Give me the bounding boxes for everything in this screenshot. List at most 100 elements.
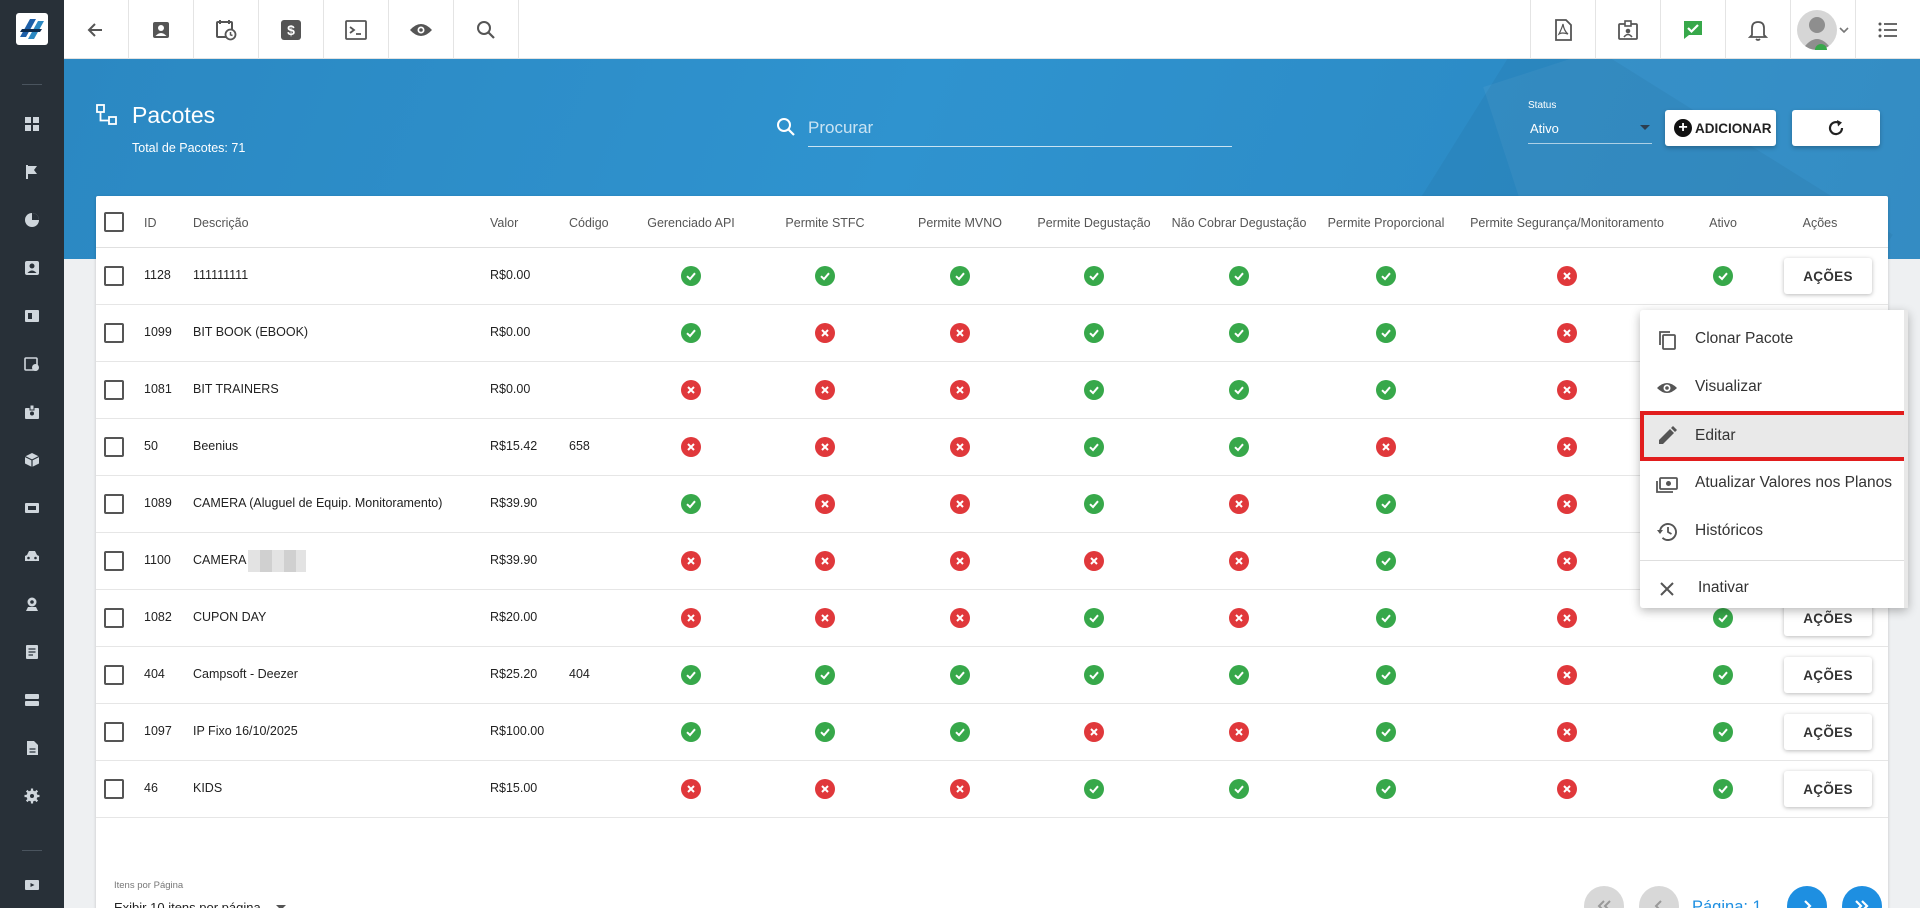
- back-button[interactable]: [64, 0, 129, 59]
- cell-id: 46: [144, 781, 158, 795]
- billing-icon[interactable]: [22, 498, 42, 518]
- user-location-icon[interactable]: [22, 594, 42, 614]
- status-select[interactable]: Ativo: [1528, 114, 1652, 144]
- table-row[interactable]: 46 KIDS R$15.00 AÇÕES: [96, 761, 1888, 818]
- add-button-label: ADICIONAR: [1695, 120, 1772, 136]
- cell-descricao: Beenius: [193, 439, 239, 453]
- actions-button[interactable]: AÇÕES: [1784, 714, 1872, 750]
- video-icon[interactable]: [22, 875, 42, 895]
- file-icon[interactable]: [22, 738, 42, 758]
- view-button[interactable]: [389, 0, 454, 59]
- menu-item-inativar[interactable]: Inativar: [1640, 564, 1908, 612]
- actions-button[interactable]: AÇÕES: [1784, 657, 1872, 693]
- dashboard-icon[interactable]: [22, 114, 42, 134]
- row-checkbox[interactable]: [104, 551, 124, 571]
- row-checkbox[interactable]: [104, 665, 124, 685]
- x-circle-icon: [1557, 722, 1577, 742]
- app-logo[interactable]: [16, 13, 48, 45]
- col-header-permite-seguranca[interactable]: Permite Segurança/Monitoramento: [1470, 216, 1664, 230]
- contacts-button[interactable]: [129, 0, 194, 59]
- menu-item-atualizar-valores[interactable]: Atualizar Valores nos Planos: [1640, 459, 1908, 507]
- user-menu-button[interactable]: [1790, 0, 1855, 59]
- cell-valor: R$0.00: [490, 382, 531, 396]
- id-badge-icon[interactable]: [22, 402, 42, 422]
- pdf-button[interactable]: [1530, 0, 1595, 59]
- col-header-descricao[interactable]: Descrição: [193, 216, 249, 230]
- row-checkbox[interactable]: [104, 266, 124, 286]
- col-header-valor[interactable]: Valor: [490, 216, 519, 230]
- row-checkbox[interactable]: [104, 323, 124, 343]
- row-checkbox[interactable]: [104, 380, 124, 400]
- notifications-button[interactable]: [1725, 0, 1790, 59]
- check-circle-icon: [1713, 665, 1733, 685]
- row-checkbox[interactable]: [104, 779, 124, 799]
- table-row[interactable]: 1097 IP Fixo 16/10/2025 R$100.00 AÇÕES: [96, 704, 1888, 761]
- col-header-id[interactable]: ID: [144, 216, 157, 230]
- col-header-nao-cobrar-degustacao[interactable]: Não Cobrar Degustação: [1171, 216, 1307, 230]
- flag-icon[interactable]: [22, 162, 42, 182]
- menu-item-editar[interactable]: Editar: [1640, 411, 1908, 461]
- first-page-button[interactable]: [1584, 886, 1624, 908]
- messages-button[interactable]: [1660, 0, 1725, 59]
- server-icon[interactable]: [22, 690, 42, 710]
- row-checkbox[interactable]: [104, 722, 124, 742]
- package-icon[interactable]: [22, 450, 42, 470]
- document-icon[interactable]: [22, 642, 42, 662]
- last-page-button[interactable]: [1842, 886, 1882, 908]
- contact-card-icon[interactable]: [22, 258, 42, 278]
- table-row[interactable]: 404 Campsoft - Deezer R$25.20 404 AÇÕES: [96, 647, 1888, 704]
- calendar-clock-icon[interactable]: [22, 354, 42, 374]
- check-circle-icon: [815, 665, 835, 685]
- menu-item-visualizar[interactable]: Visualizar: [1640, 363, 1908, 411]
- board-icon[interactable]: [22, 306, 42, 326]
- badge-button[interactable]: [1595, 0, 1660, 59]
- row-checkbox[interactable]: [104, 494, 124, 514]
- schedule-button[interactable]: [194, 0, 259, 59]
- next-page-button[interactable]: [1787, 886, 1827, 908]
- row-checkbox[interactable]: [104, 608, 124, 628]
- table-row[interactable]: 1128 111111111 R$0.00 AÇÕES: [96, 248, 1888, 305]
- terminal-button[interactable]: [324, 0, 389, 59]
- actions-button[interactable]: AÇÕES: [1784, 771, 1872, 807]
- cell-valor: R$39.90: [490, 496, 538, 510]
- pie-chart-icon[interactable]: [22, 210, 42, 230]
- check-circle-icon: [1229, 266, 1249, 286]
- menu-item-clonar-pacote[interactable]: Clonar Pacote: [1640, 315, 1908, 363]
- menu-item-historicos[interactable]: Históricos: [1640, 507, 1908, 555]
- col-header-permite-proporcional[interactable]: Permite Proporcional: [1327, 216, 1445, 230]
- col-header-codigo[interactable]: Código: [569, 216, 609, 230]
- actions-button[interactable]: AÇÕES: [1784, 258, 1872, 294]
- list-menu-button[interactable]: [1855, 0, 1920, 59]
- col-header-permite-degustacao[interactable]: Permite Degustação: [1037, 216, 1151, 230]
- col-header-ativo[interactable]: Ativo: [1709, 216, 1737, 230]
- check-circle-icon: [1713, 266, 1733, 286]
- col-header-permite-stfc[interactable]: Permite STFC: [785, 216, 865, 230]
- car-icon[interactable]: [22, 546, 42, 566]
- table-row[interactable]: 1089 CAMERA (Aluguel de Equip. Monitorame…: [96, 476, 1888, 533]
- cell-id: 50: [144, 439, 158, 453]
- id-badge-icon: [1618, 19, 1638, 40]
- select-all-checkbox[interactable]: [104, 212, 124, 232]
- x-circle-icon: [1229, 608, 1249, 628]
- cell-id: 1097: [144, 724, 172, 738]
- check-circle-icon: [1084, 779, 1104, 799]
- row-checkbox[interactable]: [104, 437, 124, 457]
- menu-scrollbar[interactable]: [1904, 310, 1908, 608]
- finance-button[interactable]: $: [259, 0, 324, 59]
- search-button[interactable]: [454, 0, 519, 59]
- add-button[interactable]: + ADICIONAR: [1665, 110, 1776, 146]
- settings-icon[interactable]: [22, 786, 42, 806]
- contact-card-icon: [153, 21, 169, 38]
- refresh-button[interactable]: [1792, 110, 1880, 146]
- table-row[interactable]: 1082 CUPON DAY R$20.00 AÇÕES: [96, 590, 1888, 647]
- col-header-gerenciado-api[interactable]: Gerenciado API: [647, 216, 735, 230]
- prev-page-button[interactable]: [1639, 886, 1679, 908]
- items-per-page-select[interactable]: Exibir 10 itens por página: [114, 894, 294, 908]
- col-header-permite-mvno[interactable]: Permite MVNO: [917, 216, 1003, 230]
- search-input[interactable]: [808, 110, 1232, 147]
